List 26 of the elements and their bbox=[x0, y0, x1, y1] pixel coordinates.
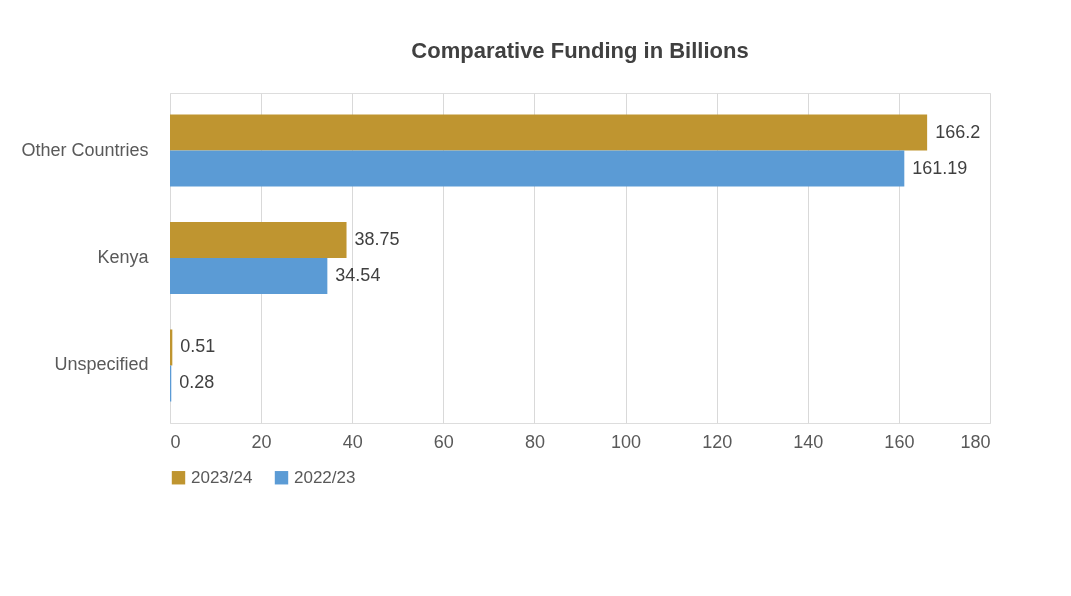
data-label: 161.19 bbox=[912, 157, 968, 178]
chart-title: Comparative Funding in Billions bbox=[411, 38, 749, 63]
legend-label: 2022/23 bbox=[294, 467, 356, 487]
bar bbox=[170, 114, 928, 151]
x-tick-label: 160 bbox=[884, 431, 915, 452]
x-tick-label: 180 bbox=[960, 431, 991, 452]
x-tick-label: 140 bbox=[793, 431, 824, 452]
x-tick-label: 120 bbox=[702, 431, 733, 452]
bar bbox=[170, 150, 905, 187]
x-tick-label: 0 bbox=[170, 431, 181, 452]
y-tick-label: Other Countries bbox=[21, 139, 149, 160]
x-tick-label: 40 bbox=[342, 431, 363, 452]
data-label: 38.75 bbox=[354, 229, 400, 249]
data-label: 166.2 bbox=[935, 121, 981, 142]
bar bbox=[170, 258, 328, 295]
data-label: 0.28 bbox=[179, 372, 215, 393]
y-tick-label: Kenya bbox=[97, 247, 150, 267]
x-tick-label: 80 bbox=[524, 431, 545, 452]
y-tick-label: Unspecified bbox=[54, 354, 149, 375]
x-tick-label: 100 bbox=[611, 431, 642, 452]
x-tick-label: 60 bbox=[433, 431, 454, 452]
bar bbox=[170, 221, 347, 258]
data-label: 0.51 bbox=[180, 336, 216, 357]
x-tick-label: 20 bbox=[251, 431, 272, 452]
data-label: 34.54 bbox=[335, 265, 381, 285]
legend-label: 2023/24 bbox=[191, 467, 253, 487]
